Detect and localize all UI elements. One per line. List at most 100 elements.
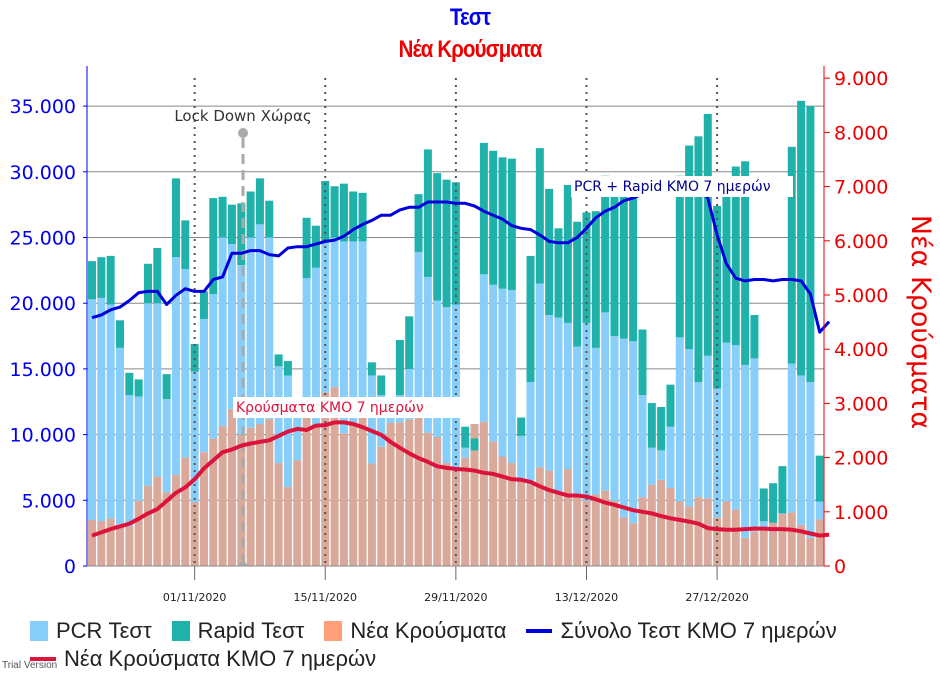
- rapid-bar: [778, 466, 787, 514]
- rapid-bar: [591, 211, 600, 348]
- pcr-bar: [153, 303, 162, 477]
- new-cases-bar: [591, 494, 600, 566]
- rapid-bar: [153, 248, 162, 304]
- legend-item-rapid[interactable]: Rapid Τεστ: [171, 618, 305, 644]
- rapid-bar: [311, 225, 320, 268]
- pcr-bar: [498, 288, 507, 457]
- y2-tick-label: 4.000: [834, 339, 888, 361]
- pcr-bar: [311, 267, 320, 426]
- pcr-bar: [778, 513, 787, 514]
- rapid-bar: [255, 178, 264, 225]
- chart-title: Τεστ: [449, 4, 491, 31]
- new-cases-bar: [321, 392, 330, 566]
- pcr-bar: [265, 237, 274, 420]
- new-cases-bar: [731, 509, 740, 566]
- legend-item-tests-ma[interactable]: Σύνολο Τεστ ΚΜΟ 7 ημερών: [526, 618, 837, 644]
- pcr-bar: [405, 368, 414, 420]
- new-cases-bar: [209, 438, 218, 566]
- new-cases-bar: [685, 506, 694, 566]
- rapid-bar: [554, 228, 563, 318]
- new-cases-bar: [433, 437, 442, 566]
- legend-item-pcr[interactable]: PCR Τεστ: [30, 618, 152, 644]
- new-cases-bar: [423, 432, 432, 566]
- rapid-bar: [629, 190, 638, 342]
- rapid-bar: [106, 255, 115, 305]
- new-cases-bar: [367, 463, 376, 566]
- new-cases-bar: [115, 524, 124, 566]
- legend-label-tests-ma: Σύνολο Τεστ ΚΜΟ 7 ημερών: [560, 618, 837, 643]
- y2-tick-label: 9.000: [834, 68, 888, 90]
- pcr-bar: [414, 251, 423, 415]
- new-cases-bar: [358, 397, 367, 566]
- pcr-bar: [433, 300, 442, 438]
- new-cases-bar: [657, 479, 666, 566]
- pcr-bar: [302, 278, 311, 398]
- rapid-bar: [619, 194, 628, 339]
- pcr-bar: [563, 322, 572, 469]
- legend-label-rapid: Rapid Τεστ: [197, 618, 305, 643]
- rapid-bar: [526, 255, 535, 383]
- rapid-bar: [237, 203, 246, 266]
- rapid-bar: [535, 148, 544, 284]
- rapid-bar: [703, 113, 712, 356]
- rapid-bar: [274, 354, 283, 367]
- x-tick-label: 29/11/2020: [424, 591, 487, 604]
- new-cases-bar: [153, 476, 162, 566]
- rapid-bar: [610, 191, 619, 337]
- y2-tick-label: 1.000: [834, 502, 888, 524]
- pcr-bar: [787, 363, 796, 513]
- new-cases-bar: [199, 452, 208, 566]
- legend-item-cases-ma[interactable]: Νέα Κρούσματα ΚΜΟ 7 ημερών: [30, 646, 376, 672]
- tests-ma-line-icon: [526, 629, 553, 633]
- new-cases-bar: [787, 512, 796, 566]
- y-tick-label: 25.000: [10, 228, 76, 250]
- x-tick-label: 27/12/2020: [685, 591, 748, 604]
- legend-label-pcr: PCR Τεστ: [56, 618, 152, 643]
- rapid-bar: [470, 438, 479, 451]
- pcr-bar: [367, 375, 376, 464]
- rapid-bar: [367, 362, 376, 376]
- rapid-bar: [125, 372, 134, 396]
- rapid-bar: [88, 261, 96, 300]
- rapid-swatch-icon: [171, 621, 190, 641]
- new-cases-bar: [573, 495, 582, 566]
- y2-tick-label: 3.000: [834, 393, 888, 415]
- new-cases-bar: [395, 422, 404, 566]
- rapid-bar: [685, 145, 694, 350]
- rapid-bar: [134, 379, 143, 397]
- rapid-bar: [181, 220, 190, 270]
- legend-label-cases-ma: Νέα Κρούσματα ΚΜΟ 7 ημερών: [64, 646, 377, 671]
- pcr-bar: [582, 322, 591, 501]
- pcr-bar: [797, 375, 806, 525]
- pcr-bar: [591, 347, 600, 495]
- new-cases-bar: [815, 519, 824, 566]
- y2-tick-label: 5.000: [834, 285, 888, 307]
- rapid-bar: [377, 375, 386, 396]
- pcr-bar: [115, 347, 124, 525]
- pcr-bar: [535, 283, 544, 468]
- pcr-bar: [657, 450, 666, 480]
- rapid-bar: [647, 403, 656, 448]
- new-cases-bar: [414, 414, 423, 566]
- new-cases-bar: [750, 531, 759, 566]
- annotation-labels: Lock Down Χώρας PCR + Rapid ΚΜΟ 7 ημερών Κ…: [174, 107, 793, 418]
- pcr-bar: [162, 399, 171, 493]
- new-cases-bar: [461, 457, 470, 566]
- pcr-bar: [685, 349, 694, 507]
- rapid-bar: [423, 149, 432, 277]
- new-cases-bar: [554, 491, 563, 566]
- rapid-bar: [759, 488, 768, 522]
- rapid-bar: [358, 192, 367, 242]
- new-cases-bar: [479, 421, 488, 566]
- x-tick-label: 13/12/2020: [555, 591, 618, 604]
- x-tick-label: 01/11/2020: [163, 591, 226, 604]
- rapid-bar: [199, 291, 208, 319]
- pcr-bar: [638, 395, 647, 498]
- pcr-bar: [554, 317, 563, 492]
- rapid-bar: [638, 329, 647, 396]
- pcr-bar: [134, 396, 143, 501]
- legend-item-cases[interactable]: Νέα Κρούσματα: [324, 618, 506, 644]
- new-cases-bar: [601, 490, 610, 566]
- pcr-bar: [573, 346, 582, 496]
- rapid-bar: [451, 182, 460, 305]
